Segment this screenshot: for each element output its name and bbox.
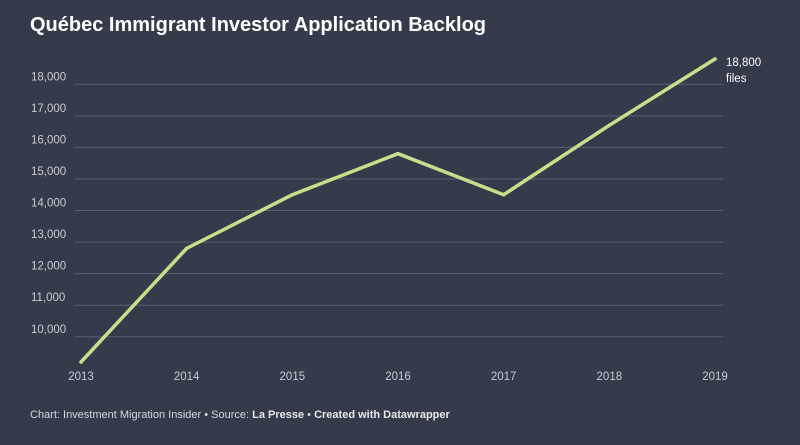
footer-source[interactable]: La Presse [252, 409, 305, 421]
y-tick-label: 16,000 [31, 134, 66, 146]
footer-separator: • [304, 409, 315, 421]
data-point [290, 192, 295, 197]
y-tick-label: 13,000 [31, 229, 66, 241]
data-point [184, 246, 189, 251]
annotation-value: 18,800 [726, 57, 761, 69]
data-point [501, 192, 506, 197]
chart-footer: Chart: Investment Migration Insider • So… [30, 409, 450, 421]
x-tick-label: 2013 [68, 371, 94, 383]
x-tick-label: 2017 [491, 371, 517, 383]
gridlines [75, 83, 723, 338]
x-tick-label: 2018 [597, 371, 623, 383]
data-point [713, 57, 717, 61]
y-tick-label: 12,000 [31, 261, 66, 273]
y-tick-label: 18,000 [31, 71, 66, 83]
data-point [396, 151, 400, 156]
chart-title: Québec Immigrant Investor Application Ba… [30, 14, 487, 36]
data-point [607, 123, 612, 128]
x-tick-label: 2019 [702, 371, 728, 383]
x-tick-label: 2015 [280, 371, 306, 383]
y-tick-label: 14,000 [31, 198, 66, 210]
data-point [79, 360, 83, 364]
footer-attribution: Chart: Investment Migration Insider • So… [30, 409, 253, 421]
y-tick-label: 15,000 [31, 166, 66, 178]
footer-credit[interactable]: Created with Datawrapper [314, 409, 450, 421]
end-annotation: 18,800 files [726, 57, 761, 85]
series-layer [79, 57, 717, 364]
y-tick-label: 11,000 [31, 292, 65, 304]
x-axis-ticks: 2013 2014 2015 2016 2017 2018 2019 [68, 371, 728, 383]
y-axis-ticks: 10,000 11,000 12,000 13,000 14,000 15,000 16,0… [31, 71, 66, 336]
annotation-unit: files [726, 73, 747, 85]
x-tick-label: 2016 [385, 371, 411, 383]
y-tick-label: 17,000 [31, 103, 66, 115]
y-tick-label: 10,000 [31, 324, 66, 336]
x-tick-label: 2014 [174, 371, 200, 383]
